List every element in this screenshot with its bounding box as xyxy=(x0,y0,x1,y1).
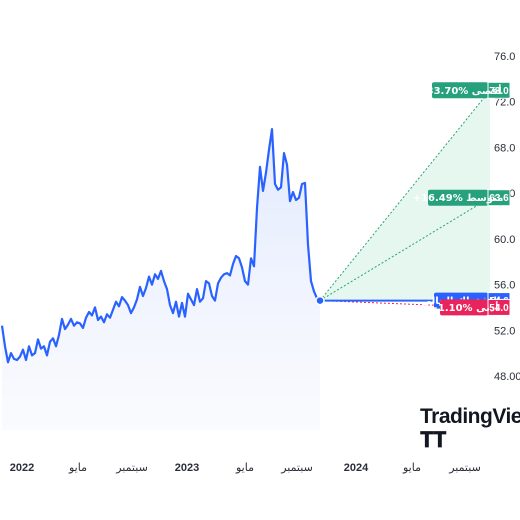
badge-avg-value: 63.6 xyxy=(489,193,509,204)
x-tick-label: سبتمبر xyxy=(280,461,313,474)
badge-min-label-bg xyxy=(440,299,488,316)
y-tick-label: 72.0 xyxy=(494,97,515,109)
badge-avg-label: +16.49% متوسط xyxy=(413,193,504,204)
badge-min-value: 54.0 xyxy=(489,303,509,314)
logo-text: TradingView xyxy=(420,405,520,428)
x-tick-label: مايو xyxy=(68,461,87,474)
x-tick-label: مايو xyxy=(235,461,254,474)
x-tick-label: 2023 xyxy=(175,462,199,474)
x-tick-label: 2024 xyxy=(344,462,369,474)
y-tick-label: 60.0 xyxy=(494,234,515,246)
x-tick-label: مايو xyxy=(402,461,421,474)
projection-max-line xyxy=(319,89,491,301)
price-line xyxy=(0,128,321,364)
tradingview-logo[interactable]: TradingView 𝐓𝐓 xyxy=(420,405,520,453)
y-tick-label: 52.0 xyxy=(494,325,515,337)
x-tick-label: سبتمبر xyxy=(448,461,481,474)
projection-range-fill xyxy=(320,90,490,301)
y-tick-label: 56.0 xyxy=(494,280,515,292)
y-tick-label: 48.00 xyxy=(494,371,520,383)
badge-max-value: 73.0 xyxy=(489,86,509,97)
badge-max-label-bg xyxy=(432,82,488,99)
badge-min-value-bg xyxy=(487,298,511,316)
x-tick-label: 2022 xyxy=(10,462,34,474)
badge-max-value-bg xyxy=(487,81,511,99)
badge-min-label: −1.10% أدنى xyxy=(430,301,499,314)
badge-max-label: +33.70% أقصى xyxy=(418,84,501,97)
history-area xyxy=(2,129,320,430)
y-tick-label: 76.0 xyxy=(494,51,515,63)
projection-avg-line xyxy=(319,197,491,301)
x-tick-label: سبتمبر xyxy=(115,461,148,474)
y-tick-label: 68.0 xyxy=(494,142,515,154)
badge-avg-value-bg xyxy=(487,189,511,207)
badge-avg-label-bg xyxy=(428,189,488,206)
current-point xyxy=(315,295,325,306)
